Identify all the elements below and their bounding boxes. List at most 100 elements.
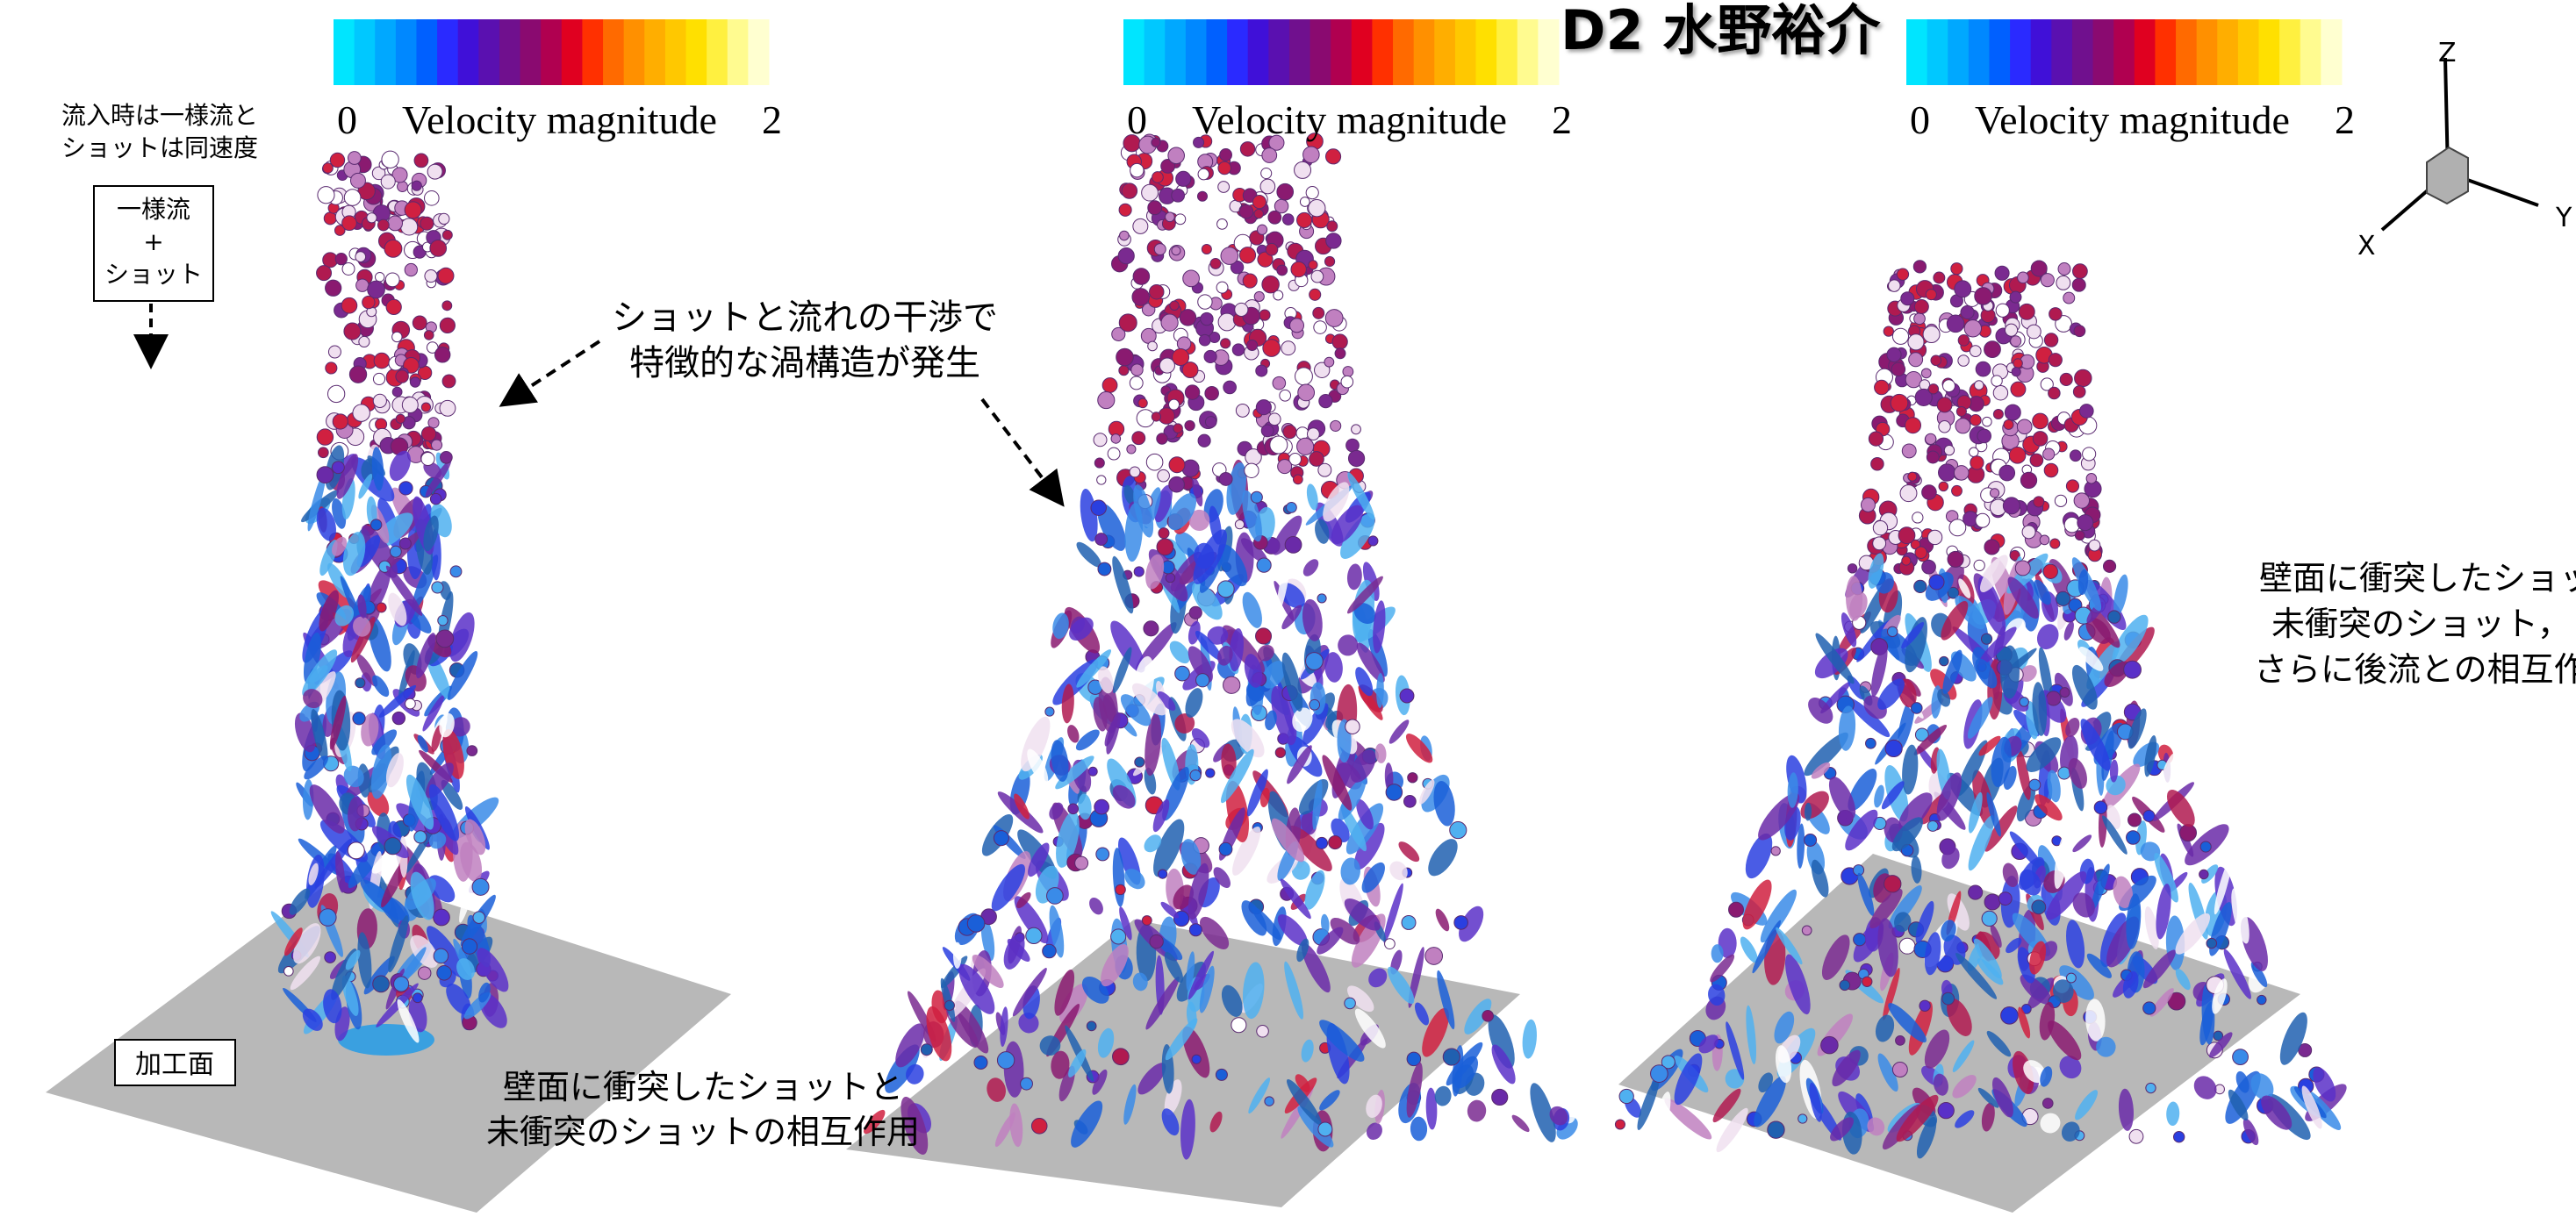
particle: [1922, 485, 1937, 500]
colorbar-swatch: [1310, 19, 1331, 85]
particle: [373, 394, 386, 407]
particle: [2020, 472, 2036, 488]
particle: [2143, 1002, 2156, 1014]
particle: [1096, 848, 1109, 861]
particle: [1257, 225, 1266, 234]
particle: [1102, 378, 1117, 393]
particle: [414, 154, 428, 168]
particle: [1277, 265, 1288, 276]
particle: [2011, 336, 2021, 347]
particle: [1983, 417, 1992, 426]
particle: [1902, 444, 1916, 458]
particle: [1254, 209, 1263, 218]
colorbar-swatch: [2197, 19, 2218, 85]
colorbar-swatch: [1518, 19, 1539, 85]
particle: [1148, 201, 1162, 215]
particle: [1268, 211, 1281, 224]
vortex: [1423, 834, 1464, 881]
particle: [1221, 339, 1231, 348]
particle: [1293, 475, 1302, 484]
particle: [1923, 326, 1940, 342]
particle: [1231, 1018, 1246, 1033]
particle: [2129, 1129, 2143, 1143]
particle: [1094, 799, 1109, 814]
particle: [1931, 355, 1941, 366]
page: D2 水野裕介 0Velocity magnitude20Velocity ma…: [0, 0, 2576, 1217]
particle: [1119, 366, 1129, 376]
particle: [1970, 456, 1984, 469]
particle: [1097, 476, 1106, 484]
particle: [1122, 183, 1137, 198]
colorbar-swatch: [1331, 19, 1352, 85]
particle: [1976, 362, 1991, 376]
particle: [1317, 837, 1328, 848]
particle: [344, 323, 361, 340]
particle: [1873, 537, 1886, 550]
particle: [342, 262, 355, 275]
particle: [396, 414, 405, 423]
particle: [1175, 666, 1190, 681]
particle: [1111, 929, 1126, 944]
particle: [1821, 1036, 1839, 1054]
particle: [418, 967, 431, 980]
particle: [1892, 328, 1908, 344]
particle: [432, 582, 443, 593]
particle: [1291, 261, 1306, 276]
particle: [1914, 313, 1926, 325]
particle: [2019, 304, 2034, 319]
particle: [1297, 438, 1314, 455]
particle: [1873, 520, 1887, 534]
particle: [2066, 480, 2078, 492]
particle: [1385, 939, 1396, 949]
triad-cube: [2427, 147, 2468, 204]
particle: [2011, 382, 2026, 397]
particle: [405, 698, 416, 709]
particle: [319, 909, 337, 927]
particle: [1133, 218, 1148, 233]
particle: [994, 831, 1008, 846]
particle: [442, 230, 452, 240]
colorbar-swatch: [1248, 19, 1269, 85]
particle: [2013, 359, 2023, 369]
annotation: 流入時は一様流と: [61, 101, 258, 130]
particle: [1999, 465, 2015, 481]
vortex: [1300, 556, 1321, 579]
colorbar-swatch: [478, 19, 499, 85]
axis-label: Y: [2555, 203, 2572, 233]
particle: [1266, 243, 1278, 255]
particle: [1205, 417, 1216, 428]
particle: [381, 175, 395, 189]
colorbar-swatch: [2321, 19, 2342, 85]
particle: [326, 362, 337, 374]
particle: [421, 452, 434, 465]
particle: [1875, 380, 1890, 395]
particle: [1404, 795, 1417, 807]
particle: [1900, 485, 1917, 502]
particle: [1943, 380, 1955, 392]
particle: [1942, 992, 1955, 1005]
particle: [1887, 347, 1901, 362]
particle: [2128, 813, 2142, 827]
particle: [1220, 149, 1232, 161]
particle: [2074, 493, 2089, 508]
particle: [2073, 264, 2088, 279]
colorbar-swatch: [1227, 19, 1248, 85]
particle: [1969, 885, 1983, 899]
particle: [1939, 464, 1955, 481]
particle: [1310, 699, 1320, 710]
particle: [1240, 142, 1255, 157]
vortex: [1433, 907, 1453, 934]
particle: [1282, 214, 1294, 226]
particle: [1169, 399, 1180, 410]
particle: [1202, 244, 1211, 254]
particle: [1278, 460, 1292, 474]
particle: [1217, 218, 1228, 229]
axis-triad: [2382, 58, 2538, 230]
particle: [410, 377, 420, 387]
colorbar-swatch: [665, 19, 686, 85]
arrow: [982, 399, 1056, 496]
colorbar-max: 2: [762, 97, 782, 142]
particle: [2047, 691, 2061, 705]
particle: [1926, 433, 1936, 444]
arrow: [511, 341, 599, 399]
